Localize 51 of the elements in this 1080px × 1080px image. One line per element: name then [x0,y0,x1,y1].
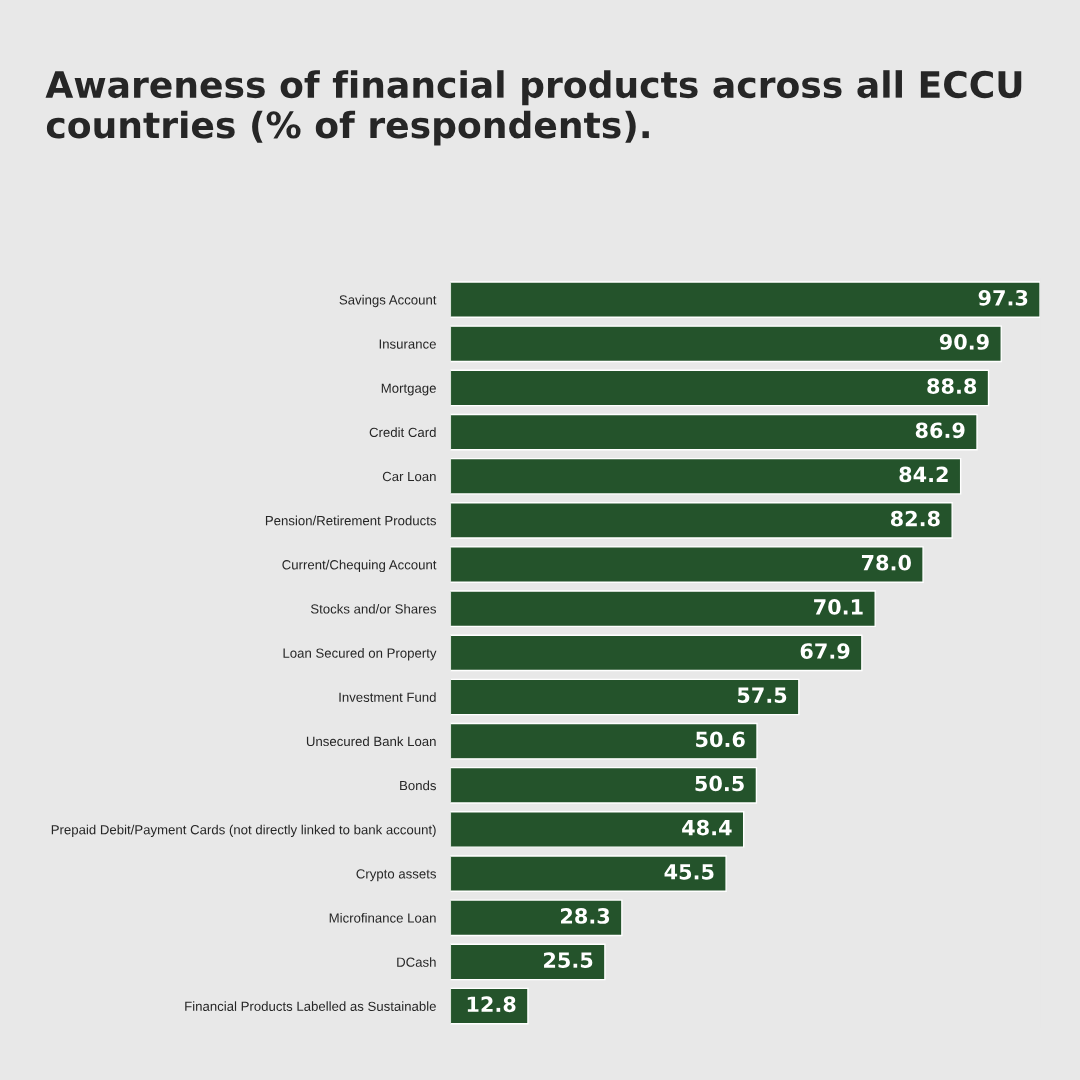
data-label: 28.3 [561,908,610,924]
bar [450,722,758,760]
data-label: 12.8 [467,996,516,1013]
data-label: 86.9 [915,422,965,439]
y-tick-label: Pension/Retirement Products [265,515,436,526]
chart-title: Awareness of financial products across all ECCU countries (% of respondents). [45,70,1022,146]
bar [450,413,978,451]
data-label: 88.8 [927,378,977,394]
data-label: 84.2 [899,466,948,483]
data-label: 97.3 [978,289,1028,306]
y-tick-label: Credit Card [369,427,436,438]
data-label: 67.9 [800,643,850,659]
bar [450,281,1041,318]
y-tick-label: Current/Chequing Account [282,559,437,573]
bar [450,369,990,407]
data-label: 57.5 [737,687,787,704]
y-tick-label: Car Loan [382,471,436,482]
y-tick-label: Stocks and/or Shares [310,603,436,614]
y-tick-label: Crypto assets [356,869,436,882]
data-label: 48.4 [682,819,732,836]
y-tick-label: Bonds [400,780,436,791]
bar [450,855,727,892]
data-label: 50.5 [695,775,744,792]
bar [450,634,863,672]
bar [450,590,876,628]
bar [450,678,800,716]
y-tick-label: Financial Products Labelled as Sustainable [185,1001,436,1011]
y-tick-label: Mortgage [381,383,436,396]
y-tick-label: Loan Secured on Property [283,648,437,661]
bar [450,811,745,848]
y-tick-label: Savings Account [339,294,437,308]
bar [450,502,953,539]
y-tick-label: DCash [397,957,436,967]
bar [450,325,1002,363]
data-label: 82.8 [890,510,940,527]
y-tick-label: Investment Fund [339,692,436,702]
data-label: 90.9 [939,334,989,350]
y-tick-label: Microfinance Loan [329,913,436,923]
y-tick-label: Prepaid Debit/Payment Cards (not directly linked to bank account) [51,824,436,837]
bar [450,457,962,495]
bar [450,943,606,981]
bar [450,766,758,804]
data-label: 78.0 [861,554,911,571]
y-tick-label: Unsecured Bank Loan [306,736,436,747]
y-tick-label: Insurance [379,339,436,349]
bar [450,899,623,937]
data-label: 50.6 [696,731,745,748]
data-label: 25.5 [544,952,593,968]
bar [450,546,924,583]
data-label: 45.5 [664,864,714,880]
data-label: 70.1 [814,598,863,615]
